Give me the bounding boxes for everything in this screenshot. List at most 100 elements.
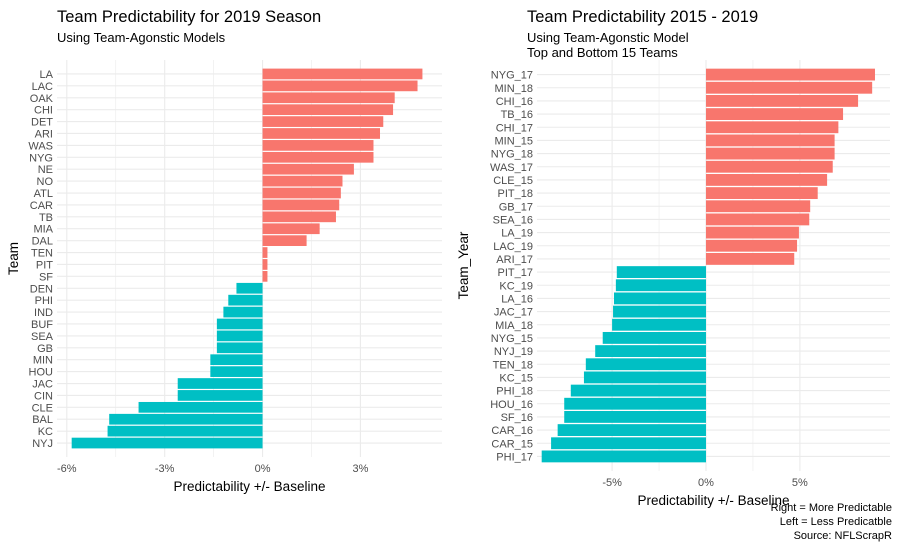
left-x-tick-label: -3%	[155, 463, 175, 475]
right-bar-JAC_17	[613, 305, 706, 318]
left-bar-WAS	[262, 140, 374, 151]
right-bar-HOU_16	[564, 397, 706, 410]
left-y-tick-label: MIN	[33, 355, 53, 367]
left-y-tick-label: PHI	[35, 295, 53, 307]
left-bar-GB	[216, 342, 263, 354]
left-bar-NYJ	[71, 437, 263, 449]
left-y-tick-label: KC	[38, 426, 53, 438]
left-y-tick-label: LAC	[32, 81, 53, 93]
left-bar-NYG	[262, 151, 374, 163]
left-x-axis-label: Predictability +/- Baseline	[174, 479, 326, 494]
right-bar-CHI_17	[705, 121, 839, 134]
right-y-tick-label: CHI_17	[496, 122, 533, 134]
left-bar-CHI	[262, 104, 394, 116]
right-y-tick-label: MIN_18	[494, 83, 533, 95]
left-y-tick-label: CLE	[32, 402, 53, 414]
right-bar-NYG_18	[705, 147, 835, 160]
left-bar-CIN	[177, 390, 263, 401]
right-bar-SF_16	[564, 410, 706, 423]
left-bar-TEN	[262, 247, 268, 258]
right-y-tick-label: CLE_15	[493, 175, 533, 187]
right-y-tick-label: CAR_16	[491, 425, 533, 437]
right-bar-CAR_15	[551, 437, 706, 450]
right-y-tick-label: CAR_15	[491, 438, 533, 450]
right-bar-GB_17	[705, 200, 811, 213]
left-bar-LAC	[262, 80, 418, 92]
left-y-tick-label: OAK	[30, 93, 54, 105]
right-y-tick-label: KC_15	[499, 372, 533, 384]
right-y-tick-label: WAS_17	[490, 162, 533, 174]
left-bar-BUF	[216, 318, 263, 330]
left-bar-DAL	[262, 235, 307, 246]
right-y-tick-label: SF_16	[501, 412, 533, 424]
right-y-tick-label: PHI_18	[496, 386, 533, 398]
right-bar-NYG_17	[705, 68, 875, 81]
left-bar-DEN	[236, 282, 263, 294]
left-bar-JAC	[177, 378, 263, 389]
right-bar-LAC_19	[705, 239, 798, 252]
right-bar-PHI_17	[541, 450, 706, 463]
right-bar-CAR_16	[557, 424, 706, 437]
left-y-tick-label: CAR	[30, 200, 53, 212]
caption-line-2: Left = Less Predicatble	[779, 516, 892, 528]
caption-line-1: Right = More Predictable	[770, 502, 892, 514]
left-y-tick-label: NO	[37, 176, 54, 188]
left-y-tick-label: HOU	[29, 367, 54, 379]
right-title: Team Predictability 2015 - 2019	[527, 8, 758, 26]
left-bar-PHI	[228, 294, 263, 306]
right-bar-CLE_15	[705, 173, 828, 186]
left-y-tick-label: ARI	[35, 128, 53, 140]
right-bar-SEA_16	[705, 213, 810, 226]
left-bar-MIN	[210, 354, 263, 366]
left-y-tick-label: CHI	[34, 105, 53, 117]
left-y-tick-label: BAL	[32, 414, 53, 426]
left-y-tick-label: GB	[37, 343, 53, 355]
left-bar-ARI	[262, 128, 381, 139]
left-y-tick-label: MIA	[33, 224, 53, 236]
left-y-tick-label: CIN	[34, 390, 53, 402]
left-y-tick-label: NE	[38, 164, 53, 176]
right-y-tick-label: NYG_17	[491, 70, 533, 82]
left-y-tick-label: NYG	[29, 152, 53, 164]
right-y-tick-label: PHI_17	[496, 451, 533, 463]
left-x-tick-label: 0%	[255, 463, 271, 475]
right-bar-TEN_18	[585, 358, 706, 371]
left-bar-MIA	[262, 223, 320, 235]
left-y-tick-label: BUF	[31, 319, 53, 331]
right-y-tick-label: NYG_15	[491, 333, 533, 345]
chart-right: Team Predictability 2015 - 2019 Using Tea…	[456, 8, 890, 508]
right-y-tick-label: HOU_16	[490, 399, 533, 411]
left-bar-SEA	[216, 330, 263, 342]
right-bar-PIT_18	[705, 187, 818, 200]
left-y-tick-label: NYJ	[32, 438, 53, 450]
right-y-tick-label: PIT_18	[498, 188, 533, 200]
right-y-tick-label: NYJ_19	[494, 346, 533, 358]
chart-left: Team Predictability for 2019 Season Using…	[6, 8, 442, 494]
left-bar-HOU	[210, 366, 263, 377]
right-bar-MIA_18	[612, 318, 706, 331]
right-y-tick-label: TEN_18	[493, 359, 533, 371]
right-bar-KC_15	[583, 371, 706, 384]
left-y-axis-label: Team	[6, 242, 21, 275]
right-y-tick-label: ARI_17	[496, 254, 533, 266]
left-y-tick-label: TB	[39, 212, 53, 224]
left-y-tick-label: ATL	[34, 188, 53, 200]
right-bar-PHI_18	[570, 384, 706, 397]
left-bar-LA	[262, 68, 423, 80]
left-bar-CAR	[262, 199, 340, 211]
right-bar-NYJ_19	[595, 345, 706, 358]
left-bar-PIT	[262, 259, 268, 270]
left-x-tick-label: 3%	[352, 463, 368, 475]
left-x-tick-label: -6%	[57, 463, 77, 475]
left-bar-OAK	[262, 92, 395, 104]
left-bar-KC	[107, 425, 263, 437]
left-y-tick-label: LA	[40, 69, 54, 81]
left-y-tick-label: PIT	[36, 259, 53, 271]
left-bar-NO	[262, 175, 343, 187]
left-y-tick-label: DET	[31, 117, 53, 129]
right-y-tick-label: LA_16	[501, 293, 533, 305]
right-bar-LA_19	[705, 226, 799, 239]
left-title: Team Predictability for 2019 Season	[57, 8, 321, 26]
left-bar-IND	[223, 306, 263, 318]
left-y-tick-label: JAC	[32, 379, 53, 391]
